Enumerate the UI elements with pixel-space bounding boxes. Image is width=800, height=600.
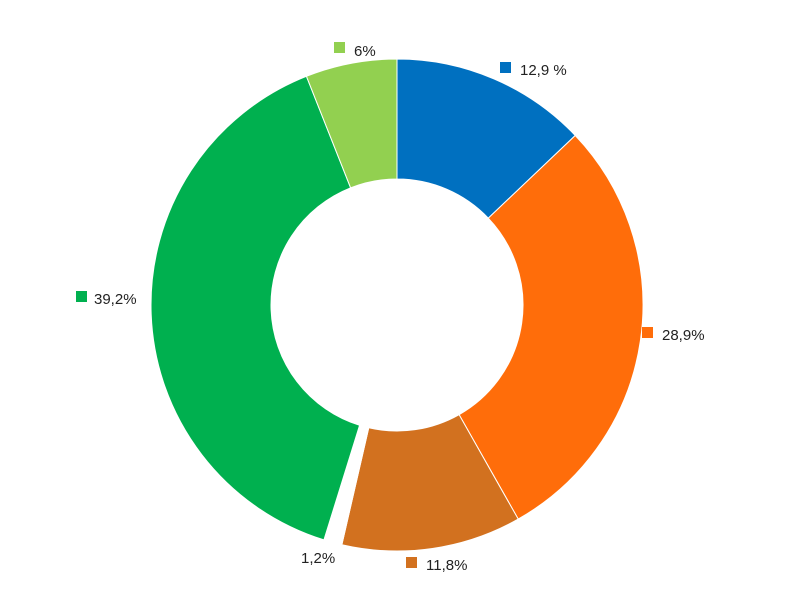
- data-label-1: 12,9 %: [520, 62, 567, 79]
- data-label-4: 1,2%: [301, 550, 335, 567]
- label-marker-1: [500, 62, 511, 73]
- data-labels: 12,9 % 28,9% 11,8% 1,2% 39,2% 6%: [76, 42, 705, 574]
- data-label-3: 11,8%: [426, 557, 467, 574]
- slice-6: [305, 58, 398, 189]
- data-label-6: 6%: [354, 43, 376, 60]
- label-marker-2: [642, 327, 653, 338]
- data-label-5: 39,2%: [94, 291, 137, 308]
- label-marker-6: [334, 42, 345, 53]
- slices: [150, 58, 644, 552]
- slice-5: [150, 75, 361, 541]
- data-label-2: 28,9%: [662, 327, 705, 344]
- slice-1: [396, 58, 576, 219]
- label-marker-3: [406, 557, 417, 568]
- slice-2: [458, 134, 644, 520]
- label-marker-5: [76, 291, 87, 302]
